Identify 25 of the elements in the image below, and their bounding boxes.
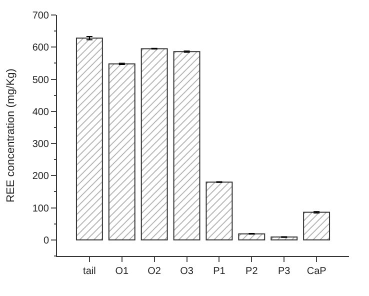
y-tick-label: 600 [32,42,50,54]
bar [238,233,266,240]
y-tick-label: 700 [32,10,50,22]
bar [108,63,136,240]
bar [76,38,103,240]
x-tick-label: tail [83,266,96,277]
y-tick-label: 300 [32,139,50,150]
bar [173,51,200,240]
y-tick-label: 500 [32,74,50,86]
y-tick-label: 200 [32,171,50,182]
bar [206,182,233,240]
x-tick-label: CaP [306,266,327,277]
x-tick-label: P2 [246,266,258,277]
y-tick-label: 0 [43,235,50,246]
y-tick-label: 100 [32,203,50,214]
x-tick-label: O2 [148,266,162,277]
x-tick-label: O1 [115,266,129,277]
x-tick-label: O3 [180,266,194,277]
y-tick-label: 400 [32,106,50,118]
bar [303,212,330,240]
x-tick-label: P1 [213,266,226,277]
bar [140,48,168,240]
x-tick-label: P3 [278,266,291,277]
bar [270,236,298,240]
y-axis-title: REE concentration (mg/Kg) [4,68,17,202]
